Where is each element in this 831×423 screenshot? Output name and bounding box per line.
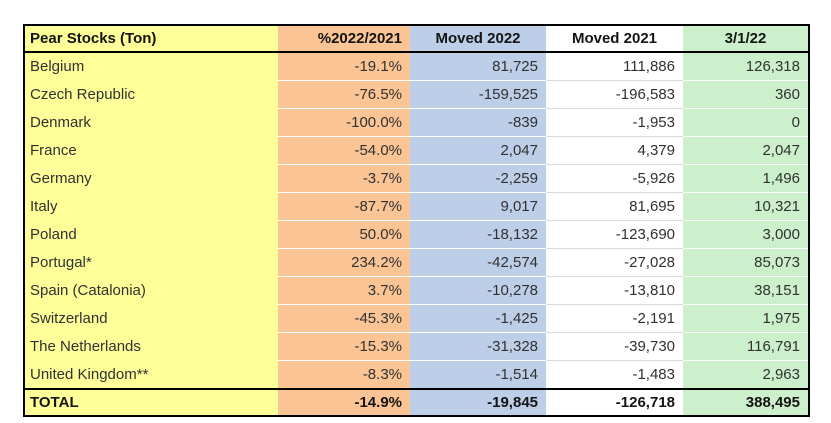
cell-pct: -15.3%: [278, 332, 410, 361]
cell-country: France: [24, 136, 278, 165]
cell-stock: 360: [683, 80, 809, 109]
table-row: Denmark -100.0% -839 -1,953 0: [24, 108, 809, 137]
cell-country: Denmark: [24, 108, 278, 137]
header-stock-date: 3/1/22: [683, 25, 809, 53]
header-moved-2022: Moved 2022: [410, 25, 546, 53]
cell-moved2021: -13,810: [546, 276, 683, 305]
cell-moved2022: -1,425: [410, 304, 546, 333]
header-row: Pear Stocks (Ton) %2022/2021 Moved 2022 …: [24, 25, 809, 53]
cell-moved2021: -123,690: [546, 220, 683, 249]
cell-moved2021: -39,730: [546, 332, 683, 361]
cell-moved2021: -1,953: [546, 108, 683, 137]
cell-stock: 10,321: [683, 192, 809, 221]
cell-country: Germany: [24, 164, 278, 193]
cell-moved2022: 9,017: [410, 192, 546, 221]
table-row: The Netherlands -15.3% -31,328 -39,730 116,7…: [24, 332, 809, 361]
cell-pct: 50.0%: [278, 220, 410, 249]
table-row: Czech Republic -76.5% -159,525 -196,583 360: [24, 80, 809, 109]
cell-moved2022: -839: [410, 108, 546, 137]
table-row: Italy -87.7% 9,017 81,695 10,321: [24, 192, 809, 221]
cell-stock: 126,318: [683, 52, 809, 81]
table-row: France -54.0% 2,047 4,379 2,047: [24, 136, 809, 165]
cell-country: Poland: [24, 220, 278, 249]
cell-moved2022: 81,725: [410, 52, 546, 81]
cell-country: Portugal*: [24, 248, 278, 277]
cell-stock: 2,963: [683, 360, 809, 390]
total-moved2021: -126,718: [546, 388, 683, 416]
cell-stock: 1,496: [683, 164, 809, 193]
cell-pct: -54.0%: [278, 136, 410, 165]
total-country: TOTAL: [24, 388, 278, 416]
cell-pct: -8.3%: [278, 360, 410, 390]
cell-country: Switzerland: [24, 304, 278, 333]
cell-stock: 38,151: [683, 276, 809, 305]
table-row: United Kingdom** -8.3% -1,514 -1,483 2,963: [24, 360, 809, 390]
table-row: Germany -3.7% -2,259 -5,926 1,496: [24, 164, 809, 193]
cell-moved2022: -31,328: [410, 332, 546, 361]
cell-moved2021: -5,926: [546, 164, 683, 193]
cell-stock: 85,073: [683, 248, 809, 277]
cell-pct: -19.1%: [278, 52, 410, 81]
cell-stock: 1,975: [683, 304, 809, 333]
cell-pct: -100.0%: [278, 108, 410, 137]
table-row: Belgium -19.1% 81,725 111,886 126,318: [24, 52, 809, 81]
cell-moved2021: -2,191: [546, 304, 683, 333]
total-moved2022: -19,845: [410, 388, 546, 416]
cell-moved2021: 81,695: [546, 192, 683, 221]
cell-moved2021: -1,483: [546, 360, 683, 390]
cell-pct: -45.3%: [278, 304, 410, 333]
cell-moved2022: -18,132: [410, 220, 546, 249]
cell-pct: -3.7%: [278, 164, 410, 193]
header-pct: %2022/2021: [278, 25, 410, 53]
cell-country: Belgium: [24, 52, 278, 81]
table-row: Spain (Catalonia) 3.7% -10,278 -13,810 38,15…: [24, 276, 809, 305]
cell-stock: 0: [683, 108, 809, 137]
total-pct: -14.9%: [278, 388, 410, 416]
total-stock: 388,495: [683, 388, 809, 416]
table-row: Portugal* 234.2% -42,574 -27,028 85,073: [24, 248, 809, 277]
cell-moved2021: -27,028: [546, 248, 683, 277]
cell-moved2021: 4,379: [546, 136, 683, 165]
cell-moved2022: -42,574: [410, 248, 546, 277]
cell-moved2021: -196,583: [546, 80, 683, 109]
cell-country: Spain (Catalonia): [24, 276, 278, 305]
total-row: TOTAL -14.9% -19,845 -126,718 388,495: [24, 388, 809, 416]
cell-country: Czech Republic: [24, 80, 278, 109]
cell-stock: 116,791: [683, 332, 809, 361]
cell-pct: 3.7%: [278, 276, 410, 305]
cell-moved2022: 2,047: [410, 136, 546, 165]
header-country: Pear Stocks (Ton): [24, 25, 278, 53]
cell-moved2022: -2,259: [410, 164, 546, 193]
pear-stocks-table: Pear Stocks (Ton) %2022/2021 Moved 2022 …: [23, 24, 810, 417]
cell-pct: -87.7%: [278, 192, 410, 221]
cell-stock: 2,047: [683, 136, 809, 165]
cell-moved2022: -1,514: [410, 360, 546, 390]
header-moved-2021: Moved 2021: [546, 25, 683, 53]
cell-country: United Kingdom**: [24, 360, 278, 389]
cell-moved2021: 111,886: [546, 52, 683, 81]
cell-moved2022: -159,525: [410, 80, 546, 109]
cell-country: The Netherlands: [24, 332, 278, 361]
table-row: Poland 50.0% -18,132 -123,690 3,000: [24, 220, 809, 249]
table-row: Switzerland -45.3% -1,425 -2,191 1,975: [24, 304, 809, 333]
cell-stock: 3,000: [683, 220, 809, 249]
cell-moved2022: -10,278: [410, 276, 546, 305]
cell-country: Italy: [24, 192, 278, 221]
cell-pct: -76.5%: [278, 80, 410, 109]
cell-pct: 234.2%: [278, 248, 410, 277]
